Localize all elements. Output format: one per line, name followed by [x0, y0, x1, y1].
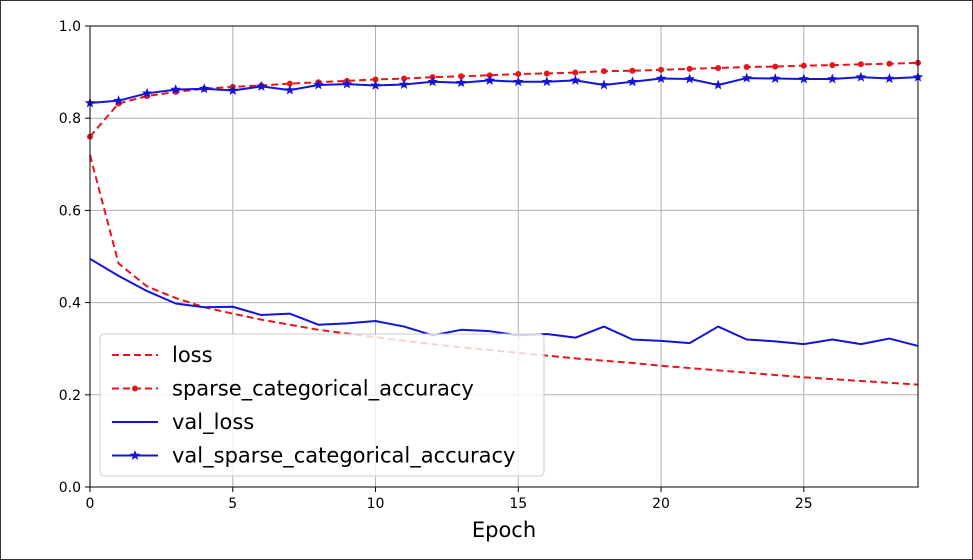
data-point [313, 79, 324, 90]
y-tick-label: 0.0 [59, 480, 81, 496]
series-line-sparse-categorical-accuracy [89, 61, 919, 138]
data-point [600, 68, 607, 75]
data-point [800, 62, 807, 69]
x-tick-label: 15 [509, 496, 527, 512]
data-point [286, 80, 293, 87]
legend-label: sparse_categorical_accuracy [172, 377, 474, 402]
series-val-sparse-categorical-accuracy [84, 71, 924, 108]
legend-item-sparse-categorical-accuracy: sparse_categorical_accuracy [112, 377, 474, 402]
plot-area-border [89, 25, 919, 488]
x-axis-title: Epoch [472, 518, 536, 542]
data-point [686, 65, 693, 72]
legend-box [99, 333, 545, 477]
y-tick-label: 0.8 [59, 111, 81, 127]
data-point [455, 77, 467, 88]
data-point [141, 87, 153, 98]
legend: loss sparse_categorical_accuracy val_lossv… [99, 333, 545, 477]
data-point [570, 74, 581, 85]
data-point [515, 70, 522, 77]
x-tick-label: 20 [652, 496, 670, 512]
data-point [401, 75, 408, 82]
data-point [829, 62, 836, 69]
y-tick-label: 0.2 [59, 388, 81, 404]
data-point [658, 66, 665, 73]
legend-label: val_loss [172, 410, 254, 435]
data-point [598, 79, 610, 90]
legend-item-val-sparse-categorical-accuracy: val_sparse_categorical_accuracy [112, 444, 515, 469]
legend-marker [132, 385, 138, 392]
data-point [458, 73, 465, 80]
x-tick-label: 25 [795, 496, 813, 512]
data-point [855, 71, 867, 82]
data-point [770, 73, 781, 83]
data-point [513, 76, 524, 87]
y-tick-label: 0.4 [59, 296, 81, 312]
data-point [798, 73, 810, 84]
series-line-val-sparse-categorical-accuracy [89, 76, 919, 104]
data-point [284, 84, 296, 95]
data-point [484, 74, 495, 85]
y-tick-label: 1.0 [59, 19, 81, 35]
data-point [629, 67, 636, 74]
data-point [198, 83, 210, 94]
data-point [684, 73, 695, 84]
data-point [543, 70, 550, 77]
series-line-val-loss [89, 257, 919, 347]
data-point [256, 80, 267, 91]
legend-label: loss [172, 343, 213, 367]
y-tick-label: 0.6 [59, 203, 81, 219]
legend-label: val_sparse_categorical_accuracy [172, 444, 515, 469]
data-point [541, 76, 553, 87]
x-tick-label: 5 [228, 496, 237, 512]
data-point [715, 64, 722, 71]
data-point [712, 79, 724, 90]
x-tick-label: 0 [86, 496, 95, 512]
series-val-loss [89, 257, 919, 347]
data-point [370, 79, 381, 90]
axis-ticks: 0 5 10 15 20 25 0.0 0.2 0.4 0.6 0.8 1.0 [59, 19, 813, 512]
legend-item-loss: loss [112, 343, 213, 367]
series-sparse-categorical-accuracy [87, 59, 921, 140]
data-point [372, 76, 379, 83]
data-point [884, 73, 895, 83]
data-point [857, 61, 864, 68]
data-point [741, 72, 752, 83]
data-point [170, 84, 181, 95]
data-point [572, 69, 579, 76]
legend-marker [129, 450, 141, 460]
legend-item-val-loss: val_loss [112, 410, 254, 435]
data-point [627, 76, 638, 87]
data-point [427, 76, 438, 87]
x-tick-label: 10 [367, 496, 385, 512]
data-point [743, 64, 750, 71]
data-point [886, 60, 893, 67]
data-point [772, 63, 779, 70]
data-point [227, 85, 238, 95]
data-point [341, 78, 353, 89]
data-point [113, 95, 124, 106]
data-point [398, 79, 410, 89]
data-point [655, 73, 667, 83]
data-point [827, 73, 838, 84]
